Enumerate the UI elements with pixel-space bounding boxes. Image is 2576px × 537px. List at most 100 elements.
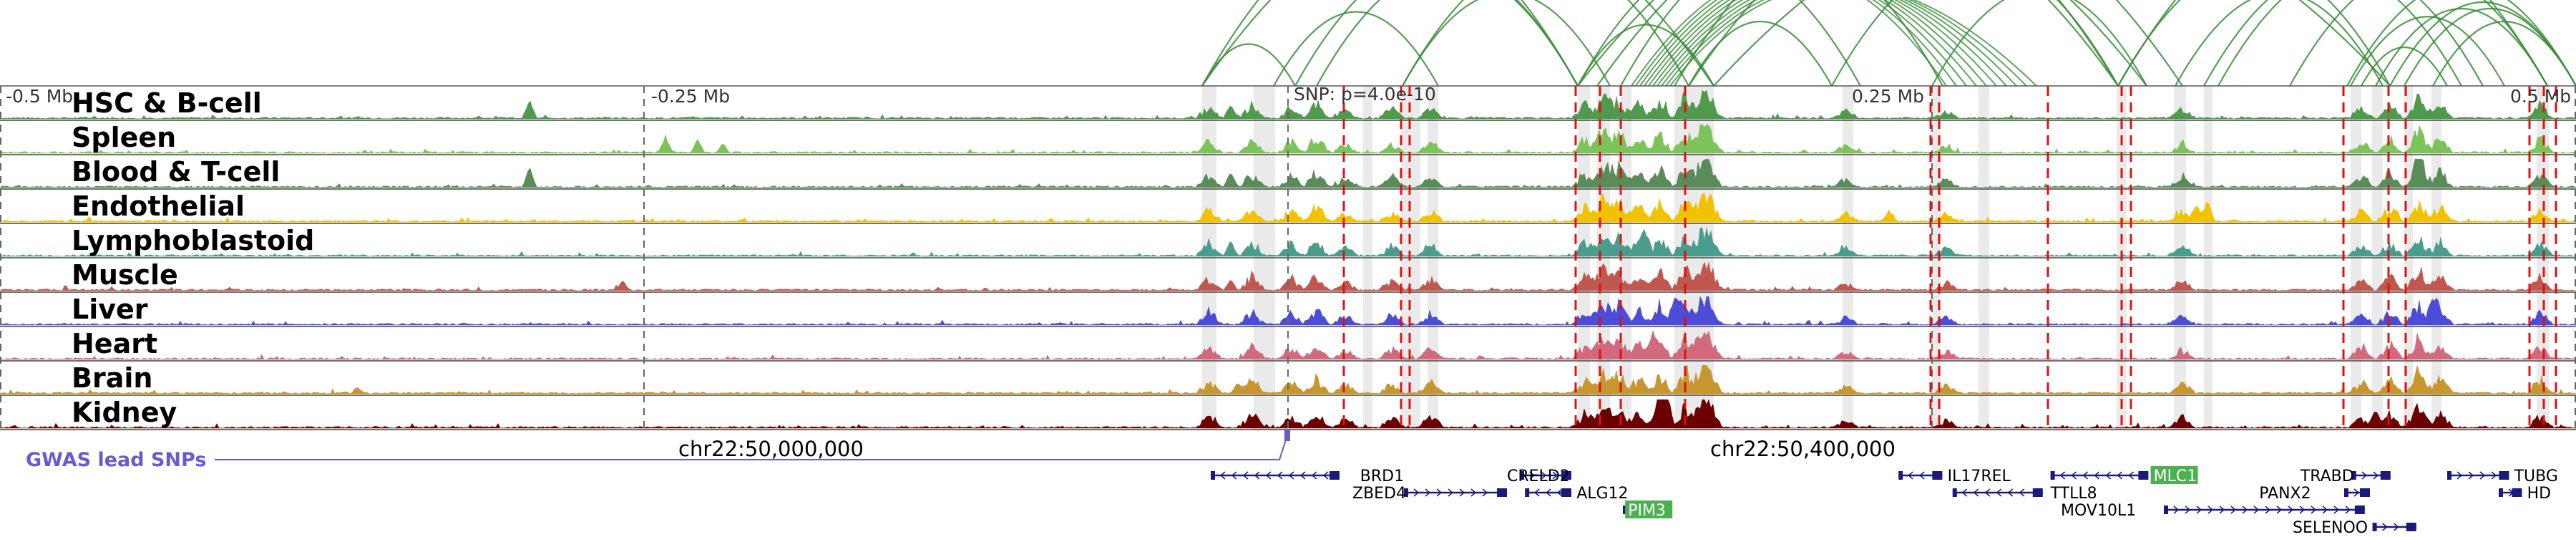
gene-label: BRD1: [1360, 468, 1404, 485]
strand-arrow: [2288, 505, 2294, 514]
gene-exon: [2499, 471, 2509, 480]
strand-arrow: [2311, 505, 2317, 514]
chromatin-loop-arc: [1273, 11, 1439, 86]
strand-arrow: [1322, 471, 1329, 480]
gene-exon: [1211, 471, 1215, 480]
gene-hd: HD: [2499, 485, 2551, 503]
strand-arrow: [2468, 471, 2474, 480]
chromatin-loop-arc: [1648, 0, 1987, 86]
track-label-blood-tcell: Blood & T-cell: [72, 156, 280, 188]
track-label-hsc-bcell: HSC & B-cell: [72, 87, 262, 119]
strand-arrow: [2185, 505, 2191, 514]
signal-track-5: [0, 227, 2576, 257]
gene-label: HD: [2527, 485, 2551, 503]
gene-exon: [1932, 471, 1943, 480]
strand-arrow: [1277, 471, 1283, 480]
chromatin-loop-arc: [1669, 0, 2037, 86]
gene-label: TTLL8: [2050, 485, 2097, 503]
gene-il17rel: IL17REL: [1898, 468, 2011, 485]
gene-highlight-box: [1625, 500, 1673, 518]
strand-arrow: [1459, 488, 1465, 497]
strand-arrow: [2105, 471, 2112, 480]
chromatin-loop-arc: [1577, 0, 1861, 86]
strand-arrow: [1546, 488, 1551, 497]
strand-arrow: [2207, 505, 2214, 514]
gwas-snp-marker: [1284, 430, 1290, 441]
chromatin-loop-arc: [1316, 0, 1579, 86]
strand-arrow: [1413, 488, 1420, 497]
strand-arrow: [1231, 471, 1237, 480]
gene-trabd: TRABD: [2300, 468, 2391, 485]
strand-arrow: [1529, 471, 1536, 480]
chromatin-loop-arc: [2346, 0, 2576, 86]
chromatin-loop-arc: [1201, 0, 1579, 86]
gene-label: PANX2: [2259, 485, 2311, 503]
strand-arrow: [2322, 505, 2328, 514]
chromatin-loop-arc: [1931, 0, 2147, 86]
gene-label: CRELD2: [1507, 468, 1570, 485]
strand-arrow: [2276, 505, 2283, 514]
strand-arrow: [2117, 471, 2123, 480]
gene-exon: [2032, 488, 2043, 497]
strand-arrow: [2345, 505, 2351, 514]
gene-label: TUBG: [2514, 468, 2558, 485]
gene-zbed4: ZBED4: [1352, 485, 1507, 503]
chromatin-loop-arc: [1688, 21, 1833, 86]
gene-exon: [2164, 505, 2168, 514]
strand-arrow: [1534, 488, 1540, 497]
gene-exon: [1952, 488, 1957, 497]
chromatin-loop-arc: [1831, 0, 2119, 86]
strand-arrow: [1996, 488, 2002, 497]
gene-creld2: CRELD2: [1507, 468, 1571, 485]
chromatin-loop-arc: [2375, 8, 2548, 86]
strand-arrow: [1242, 471, 1249, 480]
strand-arrow: [2253, 505, 2260, 514]
gene-mlc1: MLC1: [2050, 466, 2198, 485]
gene-exon: [2050, 471, 2055, 480]
strand-arrow: [1254, 471, 1260, 480]
strand-arrow: [2508, 488, 2514, 497]
chromatin-loop-arc: [1657, 0, 2007, 86]
strand-arrow: [2219, 505, 2225, 514]
track-label-brain: Brain: [72, 362, 152, 394]
strand-arrow: [1919, 471, 1925, 480]
chromatin-loop-arc: [1652, 0, 1997, 86]
axis-tick-label-left: -0.5 Mb: [6, 86, 73, 107]
gene-label: MLC1: [2154, 468, 2197, 485]
track-label-lymphoblastoid: Lymphoblastoid: [72, 225, 314, 256]
strand-arrow: [1219, 471, 1226, 480]
strand-arrow: [1973, 488, 1979, 497]
gene-exon: [2372, 523, 2377, 531]
chromatin-loop-arc: [1294, 0, 1579, 86]
gene-exon: [2380, 471, 2391, 480]
track-label-liver: Liver: [72, 294, 148, 325]
strand-arrow: [2082, 471, 2089, 480]
chromatin-loop-arc: [1665, 0, 2027, 86]
strand-arrow: [2196, 505, 2202, 514]
gene-label: IL17REL: [1948, 468, 2011, 485]
strand-arrow: [1908, 471, 1913, 480]
gene-exon: [1561, 488, 1571, 497]
chromatin-loop-arc: [2175, 0, 2384, 86]
strand-arrow: [2230, 505, 2237, 514]
track-label-spleen: Spleen: [72, 122, 176, 153]
chromatin-loop-arc: [1402, 0, 1611, 86]
gene-exon: [2447, 471, 2451, 480]
strand-arrow: [2361, 471, 2367, 480]
strand-arrow: [1961, 488, 1968, 497]
strand-arrow: [2265, 505, 2271, 514]
gwas-track: GWAS lead SNPs: [26, 430, 1290, 471]
chromatin-loop-arc: [1713, 0, 2391, 86]
gene-exon: [2351, 471, 2356, 480]
gene-alg12: ALG12: [1525, 485, 1629, 503]
gene-exon: [1525, 488, 1530, 497]
strand-arrow: [2479, 471, 2486, 480]
strand-arrow: [1448, 488, 1454, 497]
strand-arrow: [2071, 471, 2077, 480]
snp-label: SNP: p=4.0e-10: [1294, 84, 1436, 105]
axis-tick-label-plus-quarter: 0.25 Mb: [1852, 86, 1924, 107]
strand-arrow: [1482, 488, 1488, 497]
strand-arrow: [2019, 488, 2025, 497]
axis-tick-label-minus-quarter: -0.25 Mb: [651, 86, 730, 107]
gene-exon: [2354, 505, 2365, 514]
